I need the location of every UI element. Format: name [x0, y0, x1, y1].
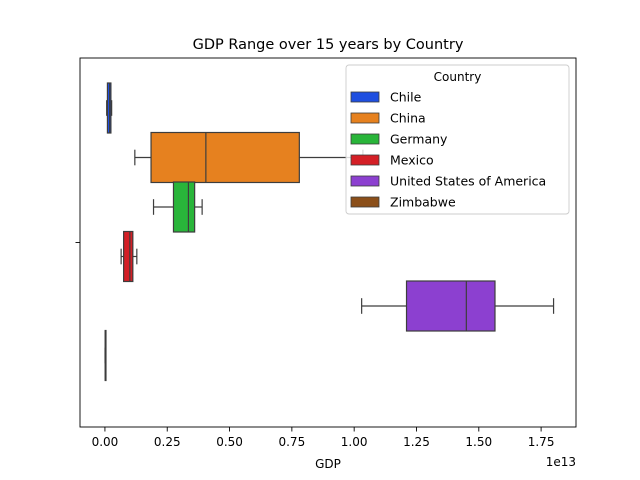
box-mexico — [120, 230, 138, 283]
box-germany — [152, 181, 203, 233]
box-china — [134, 131, 364, 184]
legend-swatch-chile — [350, 91, 380, 103]
x-tick-label: 0.25 — [154, 435, 181, 449]
legend-label-zimbabwe: Zimbabwe — [390, 195, 456, 210]
x-tick-label: 1.25 — [403, 435, 430, 449]
iqr-box-united-states-of-america — [405, 280, 496, 332]
x-axis-offset-label: 1e13 — [546, 455, 576, 469]
legend-swatch-zimbabwe — [350, 196, 380, 208]
legend-label-mexico: Mexico — [390, 153, 434, 168]
legend-label-united-states-of-america: United States of America — [390, 174, 546, 189]
x-tick-label: 1.00 — [341, 435, 368, 449]
legend: Country Chile China Germany Mexico United St… — [345, 64, 570, 215]
legend-swatch-united-states-of-america — [350, 175, 380, 187]
box-zimbabwe — [104, 329, 107, 382]
x-tick-label: 0.75 — [278, 435, 305, 449]
x-tick-label: 1.75 — [528, 435, 555, 449]
x-tick-label: 0.00 — [92, 435, 119, 449]
legend-swatch-mexico — [350, 154, 380, 166]
box-united-states-of-america — [361, 280, 555, 332]
chart-title: GDP Range over 15 years by Country — [193, 37, 464, 53]
legend-swatch-china — [350, 112, 380, 124]
iqr-box-mexico — [123, 230, 134, 283]
legend-label-chile: Chile — [390, 90, 422, 105]
iqr-box-germany — [172, 181, 196, 233]
legend-title: Country — [434, 70, 482, 84]
legend-frame — [345, 64, 570, 215]
boxes-layer — [104, 82, 555, 382]
legend-swatch-germany — [350, 133, 380, 145]
legend-label-germany: Germany — [390, 132, 448, 147]
x-axis-label: GDP — [315, 457, 341, 471]
iqr-box-china — [150, 131, 300, 184]
x-axis: 0.00 0.25 0.50 0.75 1.00 1.25 1.50 1.75 — [92, 427, 555, 449]
x-tick-label: 1.50 — [465, 435, 492, 449]
box-chile — [106, 82, 113, 134]
legend-label-china: China — [390, 111, 426, 126]
x-tick-label: 0.50 — [216, 435, 243, 449]
